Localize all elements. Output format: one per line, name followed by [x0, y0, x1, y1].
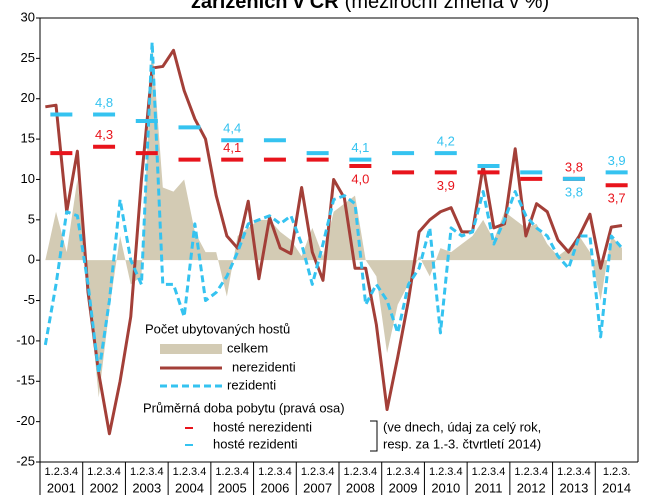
- value-label: 4,4: [223, 121, 241, 136]
- value-label: 3,8: [565, 184, 583, 199]
- quarter-label: 1.2.3.4: [557, 466, 591, 478]
- quarter-label: 1.2.3.4: [215, 466, 249, 478]
- y-tick-label: 15: [21, 131, 35, 146]
- year-label: 2011: [475, 480, 503, 495]
- quarter-label: 1.2.3.4: [386, 466, 420, 478]
- year-label: 2006: [260, 480, 289, 495]
- y-tick-label: 20: [21, 90, 35, 105]
- year-label: 2013: [559, 480, 588, 495]
- year-label: 2005: [218, 480, 247, 495]
- y-tick-label: -25: [16, 453, 35, 468]
- year-label: 2001: [47, 480, 76, 495]
- quarter-label: 1.2.3.4: [301, 466, 335, 478]
- chart-title: zařízeních v ČR (meziroční změna v %): [191, 0, 549, 13]
- legend-label: hosté rezidenti: [213, 436, 298, 451]
- legend-label: hosté nerezidenti: [213, 419, 312, 434]
- y-tick-label: 25: [21, 50, 35, 65]
- y-tick-label: 0: [28, 252, 35, 267]
- legend-title: Průměrná doba pobytu (pravá osa): [143, 400, 345, 415]
- y-tick-label: -20: [16, 413, 35, 428]
- y-tick-label: 30: [21, 9, 35, 24]
- quarter-label: 1.2.3.4: [173, 466, 207, 478]
- legend-label: rezidenti: [227, 377, 276, 392]
- y-tick-label: -15: [16, 373, 35, 388]
- value-label: 4,0: [351, 171, 369, 186]
- y-tick-label: -5: [23, 292, 35, 307]
- value-label: 3,9: [437, 178, 455, 193]
- value-label: 4,3: [95, 127, 113, 142]
- year-label: 2004: [175, 480, 204, 495]
- year-label: 2014: [602, 480, 631, 495]
- year-label: 2012: [517, 480, 546, 495]
- year-label: 2002: [90, 480, 119, 495]
- year-label: 2003: [132, 480, 161, 495]
- line: [45, 48, 623, 436]
- legend-label: celkem: [227, 340, 268, 355]
- quarter-label: 1.2.3.4: [472, 466, 506, 478]
- title-sub: (meziroční změna v %): [345, 0, 550, 13]
- year-label: 2010: [431, 480, 460, 495]
- year-label: 2009: [389, 480, 418, 495]
- quarter-label: 1.2.3.4: [514, 466, 548, 478]
- year-label: 2007: [303, 480, 332, 495]
- quarter-label: 1.2.3.4: [87, 466, 121, 478]
- area: [45, 42, 622, 398]
- value-label: 3,7: [608, 191, 626, 206]
- quarter-label: 1.2.3.4: [130, 466, 164, 478]
- quarter-label: 1.2.3.4: [344, 466, 378, 478]
- year-label: 2008: [346, 480, 375, 495]
- title-main: zařízeních v ČR: [191, 0, 339, 13]
- legend-swatch: [160, 344, 222, 354]
- legend-bracket: [370, 420, 378, 452]
- value-label: 4,1: [351, 140, 369, 155]
- value-label: 4,1: [223, 140, 241, 155]
- value-label: 4,2: [437, 134, 455, 149]
- quarter-label: 1.2.3.4: [45, 466, 79, 478]
- quarter-label: 1.2.3.4: [258, 466, 292, 478]
- legend-note: (ve dnech, údaj za celý rok,: [383, 419, 541, 434]
- quarter-label: 1.2.3.4: [429, 466, 463, 478]
- legend-title: Počet ubytovaných hostů: [145, 321, 290, 336]
- value-label: 4,8: [95, 95, 113, 110]
- value-label: 3,9: [608, 153, 626, 168]
- y-tick-label: 10: [21, 171, 35, 186]
- quarter-label: 1.2.3.: [603, 466, 631, 478]
- legend-label: nerezidenti: [232, 359, 296, 374]
- value-label: 3,8: [565, 159, 583, 174]
- y-tick-label: 5: [28, 211, 35, 226]
- y-tick-label: -10: [16, 332, 35, 347]
- legend-note: resp. za 1.-3. čtvrtletí 2014): [383, 436, 541, 451]
- dashed-line: [43, 40, 624, 375]
